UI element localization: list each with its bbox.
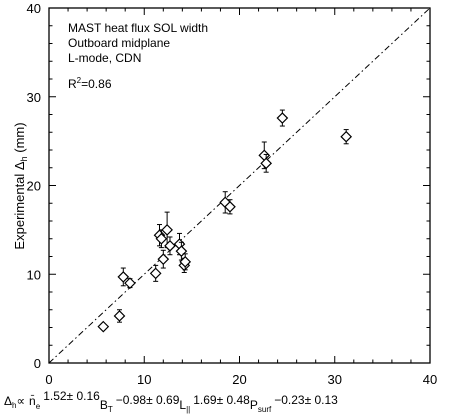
data-point [149, 264, 162, 282]
data-point [179, 253, 192, 271]
y-axis-ticks: 0 10 20 30 40 [27, 1, 430, 371]
x-tick-label: 20 [232, 372, 246, 387]
r-squared-symbol: R [68, 77, 77, 91]
formula-length-subscript: || [186, 405, 190, 414]
diamond-marker [340, 130, 353, 143]
x-tick-label: 0 [45, 372, 52, 387]
diamond-marker [117, 271, 130, 283]
y-tick-label: 20 [27, 179, 41, 194]
diamond-marker [260, 157, 273, 170]
r-squared-label: R2=0.86 [68, 76, 112, 91]
diamond-marker [164, 240, 176, 252]
annotation-line-3: L-mode, CDN [68, 51, 141, 65]
y-axis-label-main: Experimental Δ [12, 161, 27, 249]
data-point [276, 109, 289, 127]
formula-delta: Δ [4, 394, 12, 408]
diamond-marker [157, 253, 170, 266]
data-point [164, 236, 176, 256]
diamond-marker [224, 200, 236, 213]
data-point [113, 309, 126, 323]
data-points [97, 109, 353, 333]
formula-density-exponent: 1.52± 0.16 [43, 389, 100, 403]
annotation-line-2: Outboard midplane [68, 36, 170, 50]
data-point [340, 129, 353, 145]
annotation-line-1: MAST heat flux SOL width [68, 21, 208, 35]
formula-density: n̄ [29, 394, 36, 408]
formula-power: P [250, 398, 258, 412]
diamond-marker [149, 267, 162, 280]
formula-field-exponent: −0.98± 0.69 [116, 393, 180, 407]
y-tick-label: 0 [34, 356, 41, 371]
formula-field-subscript: T [108, 405, 113, 414]
data-point [224, 199, 236, 215]
formula-proportional: ∝ [16, 394, 25, 408]
x-axis-ticks: 0 10 20 30 40 [45, 8, 437, 387]
formula-delta-subscript: h [12, 401, 16, 410]
x-tick-label: 30 [328, 372, 342, 387]
r-squared-value: =0.86 [81, 77, 112, 91]
formula-length: L [179, 398, 186, 412]
diamond-marker [155, 232, 168, 245]
diamond-marker [124, 277, 136, 289]
y-tick-label: 40 [27, 1, 41, 16]
formula-density-subscript: e [36, 402, 41, 411]
formula-length-exponent: 1.69± 0.48 [193, 393, 250, 407]
formula-field: B [100, 398, 108, 412]
formula-power-subscript: surf [258, 405, 272, 414]
y-axis-label-subscript: h [19, 156, 29, 161]
data-point [124, 277, 136, 289]
y-axis-label: Experimental Δh (mm) [12, 122, 29, 249]
x-tick-label: 10 [137, 372, 151, 387]
diamond-marker [113, 310, 126, 322]
diamond-marker [161, 224, 173, 236]
y-axis-label-unit: (mm) [12, 122, 27, 156]
y-tick-label: 10 [27, 267, 41, 282]
r-squared-superscript: 2 [77, 76, 82, 85]
x-tick-label: 40 [423, 372, 437, 387]
formula-power-exponent: −0.23± 0.13 [274, 393, 338, 407]
data-point [157, 249, 170, 269]
y-tick-label: 30 [27, 90, 41, 105]
data-point [161, 211, 173, 249]
data-point [155, 229, 168, 249]
data-point [117, 267, 130, 287]
diamond-marker [97, 320, 110, 333]
reference-line [48, 7, 431, 364]
data-point [260, 153, 273, 173]
data-point [97, 320, 110, 333]
scaling-formula: Δh∝ n̄e1.52± 0.16BT−0.98± 0.69L||1.69± 0.… [4, 389, 338, 414]
diamond-marker [276, 112, 289, 124]
diamond-marker [179, 255, 192, 268]
